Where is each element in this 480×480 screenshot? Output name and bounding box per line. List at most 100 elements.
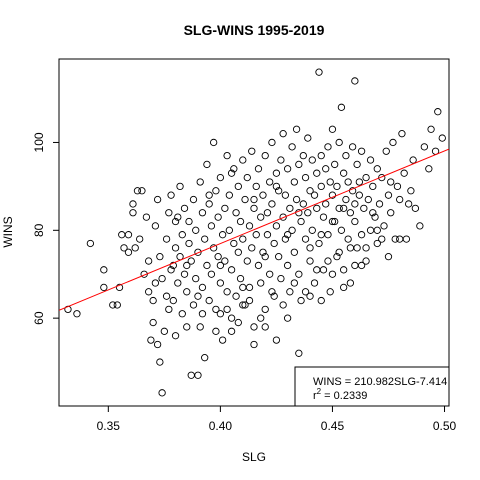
data-point — [381, 223, 387, 229]
y-tick-label: 60 — [32, 311, 46, 325]
data-point — [262, 306, 268, 312]
data-point — [405, 201, 411, 207]
data-point — [316, 69, 322, 75]
data-point — [179, 231, 185, 237]
legend-equation: WINS = 210.982SLG-7.414 — [313, 376, 447, 388]
data-point — [282, 192, 288, 198]
data-point — [206, 297, 212, 303]
data-point — [374, 166, 380, 172]
data-point — [217, 311, 223, 317]
data-point — [181, 205, 187, 211]
data-point — [132, 245, 138, 251]
data-point — [426, 166, 432, 172]
data-point — [264, 231, 270, 237]
data-point — [309, 157, 315, 163]
data-point — [143, 214, 149, 220]
data-point — [195, 293, 201, 299]
data-point — [287, 205, 293, 211]
data-point — [175, 280, 181, 286]
data-point — [262, 152, 268, 158]
data-point — [352, 262, 358, 268]
data-point — [253, 231, 259, 237]
data-point — [219, 231, 225, 237]
data-point — [269, 139, 275, 145]
data-point — [336, 139, 342, 145]
data-point — [249, 148, 255, 154]
data-point — [219, 337, 225, 343]
data-point — [224, 152, 230, 158]
data-point — [347, 210, 353, 216]
data-point — [237, 275, 243, 281]
data-point — [258, 280, 264, 286]
x-axis-title: SLG — [242, 450, 266, 464]
data-point — [327, 179, 333, 185]
y-axis: 6080100 — [32, 132, 59, 325]
data-point — [296, 271, 302, 277]
data-point — [258, 315, 264, 321]
data-point — [394, 183, 400, 189]
data-point — [233, 210, 239, 216]
data-point — [340, 170, 346, 176]
data-point — [87, 240, 93, 246]
data-point — [199, 311, 205, 317]
data-point — [148, 337, 154, 343]
data-point — [154, 341, 160, 347]
data-point — [170, 297, 176, 303]
data-point — [246, 284, 252, 290]
data-point — [145, 289, 151, 295]
data-point — [193, 227, 199, 233]
data-point — [201, 354, 207, 360]
data-point — [329, 271, 335, 277]
data-point — [150, 319, 156, 325]
data-point — [228, 328, 234, 334]
data-point — [311, 192, 317, 198]
data-point — [150, 297, 156, 303]
data-point — [370, 183, 376, 189]
data-point — [298, 218, 304, 224]
data-point — [197, 324, 203, 330]
data-point — [166, 306, 172, 312]
data-point — [345, 236, 351, 242]
data-point — [208, 271, 214, 277]
data-point — [273, 170, 279, 176]
data-point — [338, 227, 344, 233]
data-point — [166, 210, 172, 216]
data-point — [251, 341, 257, 347]
legend: WINS = 210.982SLG-7.414 r2 = 0.2339 — [295, 367, 449, 406]
data-point — [199, 284, 205, 290]
data-point — [152, 280, 158, 286]
data-point — [217, 280, 223, 286]
data-point — [244, 174, 250, 180]
data-point — [293, 196, 299, 202]
data-point — [439, 135, 445, 141]
data-points — [65, 69, 446, 396]
data-point — [338, 104, 344, 110]
data-point — [184, 324, 190, 330]
data-point — [435, 109, 441, 115]
data-point — [388, 179, 394, 185]
data-point — [184, 262, 190, 268]
data-point — [367, 227, 373, 233]
data-point — [217, 262, 223, 268]
data-point — [417, 223, 423, 229]
data-point — [314, 170, 320, 176]
data-point — [74, 311, 80, 317]
y-axis-title: WINS — [1, 216, 15, 247]
data-point — [284, 315, 290, 321]
data-point — [186, 240, 192, 246]
data-point — [130, 201, 136, 207]
data-point — [246, 297, 252, 303]
data-point — [204, 161, 210, 167]
data-point — [340, 284, 346, 290]
data-point — [361, 205, 367, 211]
data-point — [269, 201, 275, 207]
data-point — [273, 337, 279, 343]
data-point — [323, 201, 329, 207]
data-point — [305, 210, 311, 216]
chart-title: SLG-WINS 1995-2019 — [184, 22, 325, 38]
data-point — [280, 130, 286, 136]
data-point — [323, 166, 329, 172]
data-point — [275, 253, 281, 259]
x-axis: 0.35 0.40 0.45 0.50 — [97, 406, 457, 433]
data-point — [352, 201, 358, 207]
